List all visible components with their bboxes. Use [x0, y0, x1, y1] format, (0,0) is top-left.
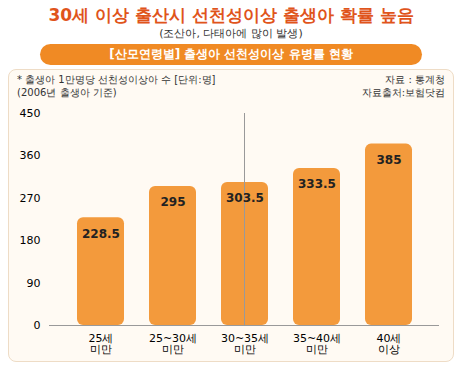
svg-text:270: 270 [20, 192, 41, 205]
svg-text:35~40세미만: 35~40세미만 [293, 332, 341, 356]
html-text:(조산아, 다태아에 많이 발생): (조산아, 다태아에 많이 발생) [159, 27, 303, 40]
svg-text:0: 0 [34, 319, 41, 332]
svg-text:360: 360 [20, 149, 41, 162]
svg-text:385: 385 [376, 153, 401, 167]
svg-text:450: 450 [20, 107, 41, 120]
svg-text:303.5: 303.5 [226, 191, 264, 205]
svg-text:25~30세미만: 25~30세미만 [149, 332, 197, 356]
svg-text:180: 180 [20, 234, 41, 247]
svg-text:30~35세미만: 30~35세미만 [221, 332, 269, 356]
svg-text:90: 90 [27, 277, 41, 290]
svg-text:228.5: 228.5 [82, 227, 120, 241]
html-text:(2006년 출생아 기준): (2006년 출생아 기준) [17, 87, 117, 98]
svg-text:25세미만: 25세미만 [89, 332, 114, 356]
html-text:* 출생아 1만명당 선천성이상아 수 [단위:명]: * 출생아 1만명당 선천성이상아 수 [단위:명] [17, 74, 216, 85]
html-text:[산모연령별] 출생아 선천성이상 유병률 현황: [산모연령별] 출생아 선천성이상 유병률 현황 [109, 47, 353, 61]
html-text:자료출처:보험닷컴: 자료출처:보험닷컴 [361, 87, 445, 98]
html-text:자료 : 통계청: 자료 : 통계청 [385, 74, 445, 85]
svg-text:40세이상: 40세이상 [377, 332, 402, 356]
svg-text:295: 295 [160, 195, 185, 209]
svg-text:333.5: 333.5 [298, 177, 336, 191]
html-text:30세 이상 출산시 선천성이상 출생아 확률 높음: 30세 이상 출산시 선천성이상 출생아 확률 높음 [48, 5, 414, 25]
